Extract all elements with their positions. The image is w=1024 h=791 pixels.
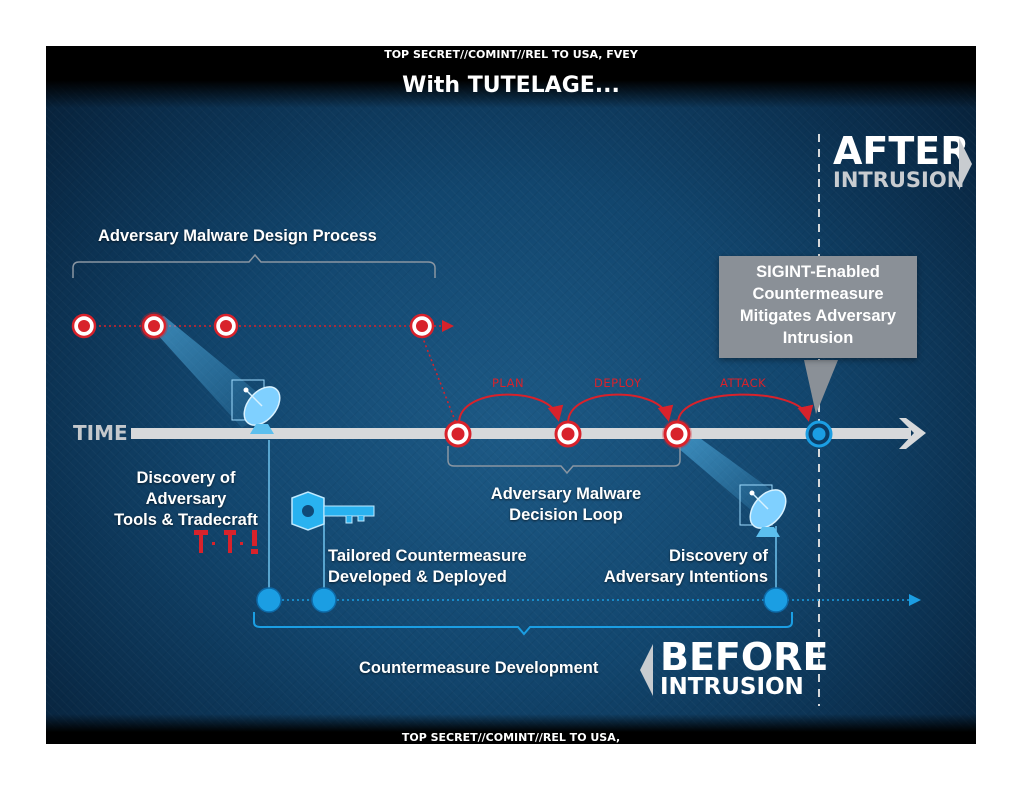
classification-header: TOP SECRET//COMINT//REL TO USA, FVEY bbox=[384, 48, 638, 61]
after-label: AFTER bbox=[833, 129, 970, 173]
design-node bbox=[213, 313, 239, 339]
countermeasure-node-deploy bbox=[311, 587, 337, 613]
callout-line: Mitigates Adversary bbox=[739, 307, 897, 325]
countermeasure-node-tools bbox=[256, 587, 282, 613]
after-intrusion-label: INTRUSION bbox=[833, 168, 965, 192]
deploy-node bbox=[554, 420, 582, 448]
attack-arc bbox=[677, 393, 814, 424]
plan-node bbox=[444, 420, 472, 448]
before-label: BEFORE bbox=[660, 635, 829, 679]
callout-pointer bbox=[804, 360, 838, 414]
decision-loop-line: Adversary Malware bbox=[490, 485, 642, 503]
satellite-dish-icon bbox=[739, 484, 787, 537]
intention-beam bbox=[671, 428, 788, 516]
timeline-bar bbox=[131, 428, 911, 439]
discovery-beam bbox=[146, 316, 274, 428]
design-node bbox=[71, 313, 97, 339]
countermeasure-node-intentions bbox=[763, 587, 789, 613]
callout-line: Countermeasure bbox=[752, 285, 884, 303]
top-banner bbox=[46, 46, 976, 108]
satellite-dish-icon bbox=[231, 379, 281, 434]
design-node bbox=[409, 313, 435, 339]
deploy-label: DEPLOY bbox=[594, 376, 642, 390]
decision-loop-label: Adversary Malware Decision Loop bbox=[471, 484, 661, 526]
deploy-arc bbox=[567, 393, 674, 424]
decision-loop-line: Decision Loop bbox=[509, 506, 623, 524]
diagram-graphics bbox=[71, 134, 926, 706]
time-axis-label: TIME bbox=[73, 421, 128, 445]
tailored-line: Developed & Deployed bbox=[328, 568, 507, 586]
countermeasure-bracket bbox=[253, 612, 793, 636]
malware-design-label: Adversary Malware Design Process bbox=[98, 227, 377, 245]
loop-bracket bbox=[447, 446, 681, 475]
discovery-tools-line: Discovery of bbox=[136, 469, 236, 487]
classification-footer: TOP SECRET//COMINT//REL TO USA, bbox=[401, 731, 621, 744]
page-number: 4 bbox=[965, 731, 972, 742]
plan-label: PLAN bbox=[492, 376, 525, 390]
bottom-banner bbox=[46, 714, 976, 744]
before-intrusion-label: INTRUSION bbox=[660, 674, 804, 700]
discovery-intentions-line: Discovery of bbox=[668, 547, 768, 565]
tailored-line: Tailored Countermeasure bbox=[328, 547, 527, 565]
discovery-tools-label: Discovery of Adversary Tools & Tradecraf… bbox=[96, 468, 276, 531]
mitigation-node bbox=[805, 420, 833, 448]
discovery-intentions-label: Discovery of Adversary Intentions bbox=[568, 546, 768, 588]
discovery-intentions-line: Adversary Intentions bbox=[603, 568, 768, 586]
after-arrow-icon bbox=[959, 138, 972, 190]
plan-arc bbox=[458, 393, 564, 424]
key-icon bbox=[291, 491, 375, 531]
sigint-callout: SIGINT-Enabled Countermeasure Mitigates … bbox=[719, 256, 917, 358]
discovery-tools-line: Adversary bbox=[145, 490, 227, 508]
slide: TOP SECRET//COMINT//REL TO USA, FVEY Wit… bbox=[46, 46, 976, 744]
design-node bbox=[140, 312, 168, 340]
attack-node bbox=[662, 419, 692, 449]
design-to-loop-line bbox=[421, 335, 457, 424]
attack-label: ATTACK bbox=[720, 376, 767, 390]
design-bracket bbox=[72, 253, 436, 278]
tailored-countermeasure-label: Tailored Countermeasure Developed & Depl… bbox=[328, 546, 527, 588]
discovery-tools-line: Tools & Tradecraft bbox=[114, 511, 258, 529]
countermeasure-development-label: Countermeasure Development bbox=[359, 659, 599, 677]
timeline-arrowhead bbox=[899, 418, 926, 449]
before-arrow-icon bbox=[640, 644, 653, 696]
callout-line: Intrusion bbox=[782, 329, 854, 347]
callout-line: SIGINT-Enabled bbox=[756, 263, 880, 281]
slide-title: With TUTELAGE... bbox=[402, 73, 620, 98]
tools-icon bbox=[194, 530, 258, 554]
